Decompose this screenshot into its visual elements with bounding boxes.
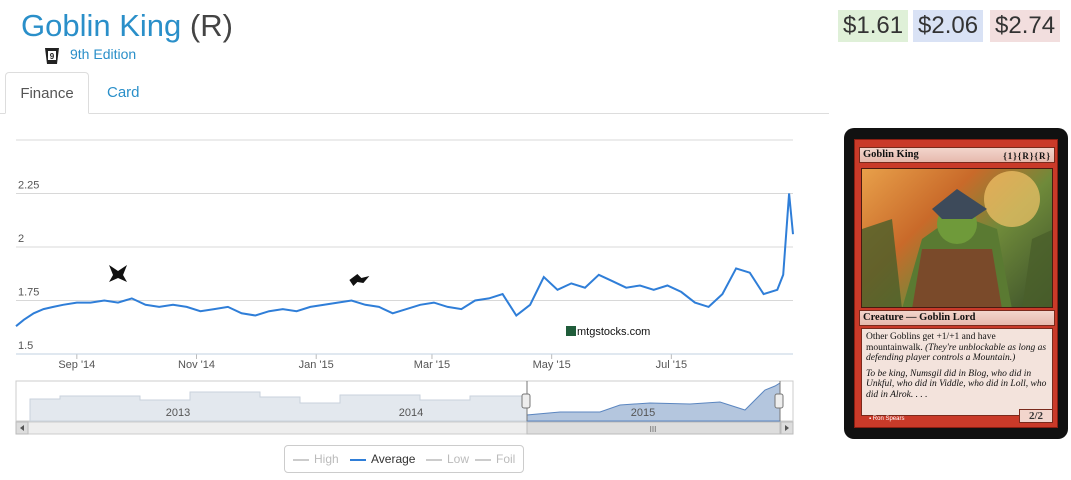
y-tick-label: 1.5 [18, 340, 33, 352]
price-low-badge: $1.61 [838, 10, 909, 42]
x-tick-label: May '15 [533, 359, 571, 371]
chart-scrollbar[interactable]: III [15, 421, 794, 435]
price-average-badge: $2.06 [913, 10, 984, 42]
tab-bar-border [0, 113, 829, 114]
mtgstocks-logo-icon [566, 326, 576, 336]
set-release-markers [109, 265, 370, 286]
power-toughness: 2/2 [1019, 409, 1053, 423]
y-tick-label: 2 [18, 233, 24, 245]
legend-item-high[interactable]: High [293, 446, 339, 472]
navigator-year-label: 2013 [166, 407, 190, 419]
price-high-badge: $2.74 [990, 10, 1061, 42]
chart-grid [16, 139, 793, 355]
navigator-handle-left[interactable] [521, 393, 531, 409]
navigator-handle-right[interactable] [774, 393, 784, 409]
legend-item-foil[interactable]: Foil [475, 446, 515, 472]
scrollbar-thumb[interactable] [526, 421, 781, 435]
fate-reforged-set-icon [349, 274, 370, 286]
navigator-year-label: 2015 [631, 407, 655, 419]
x-tick-label: Sep '14 [58, 359, 95, 371]
navigator-area-selected [526, 382, 781, 422]
mana-cost: {1}{R}{R} [1003, 151, 1051, 161]
legend-item-average[interactable]: Average [350, 446, 415, 472]
page-title: Goblin King (R) [21, 8, 233, 44]
y-axis-labels: 1.5 1.75 2 2.25 [18, 180, 39, 353]
card-name-link[interactable]: Goblin King [21, 8, 182, 43]
x-axis-labels: Sep '14 Nov '14 Jan '15 Mar '15 May '15 Jul '… [16, 353, 793, 371]
x-tick-label: Mar '15 [414, 359, 450, 371]
y-tick-label: 2.25 [18, 180, 39, 192]
svg-text:9: 9 [50, 52, 55, 61]
card-name-bar: Goblin King {1}{R}{R} [859, 147, 1055, 163]
legend-item-low[interactable]: Low [426, 446, 469, 472]
tab-card[interactable]: Card [107, 84, 140, 101]
svg-text:III: III [650, 425, 657, 434]
chart-legend: High Average Low Foil [284, 445, 524, 473]
card-image: Goblin King {1}{R}{R} Creature — Goblin … [844, 128, 1068, 439]
series-line-average [15, 193, 794, 327]
card-text-box: Other Goblins get +1/+1 and have mountai… [861, 328, 1053, 416]
card-artist: ▪ Ron Spears [869, 416, 905, 422]
watermark: mtgstocks.com [566, 326, 650, 338]
x-tick-label: Jan '15 [299, 359, 334, 371]
navigator-year-label: 2014 [399, 407, 423, 419]
9th-edition-set-icon: 9 [45, 48, 59, 64]
price-chart: 1.5 1.75 2 2.25 Sep '14 Nov '14 Jan '15 Mar '1… [15, 139, 794, 435]
range-navigator[interactable]: 2013 2014 2015 [15, 380, 794, 422]
rarity-label: (R) [189, 8, 233, 43]
card-art [861, 168, 1053, 308]
tab-finance[interactable]: Finance [5, 72, 89, 114]
x-tick-label: Jul '15 [656, 359, 687, 371]
navigator-area-inactive [29, 391, 528, 422]
x-tick-label: Nov '14 [178, 359, 215, 371]
y-tick-label: 1.75 [18, 287, 39, 299]
khans-of-tarkir-set-icon [109, 265, 128, 282]
set-link[interactable]: 9th Edition [70, 46, 137, 62]
card-type-line: Creature — Goblin Lord [859, 310, 1055, 326]
